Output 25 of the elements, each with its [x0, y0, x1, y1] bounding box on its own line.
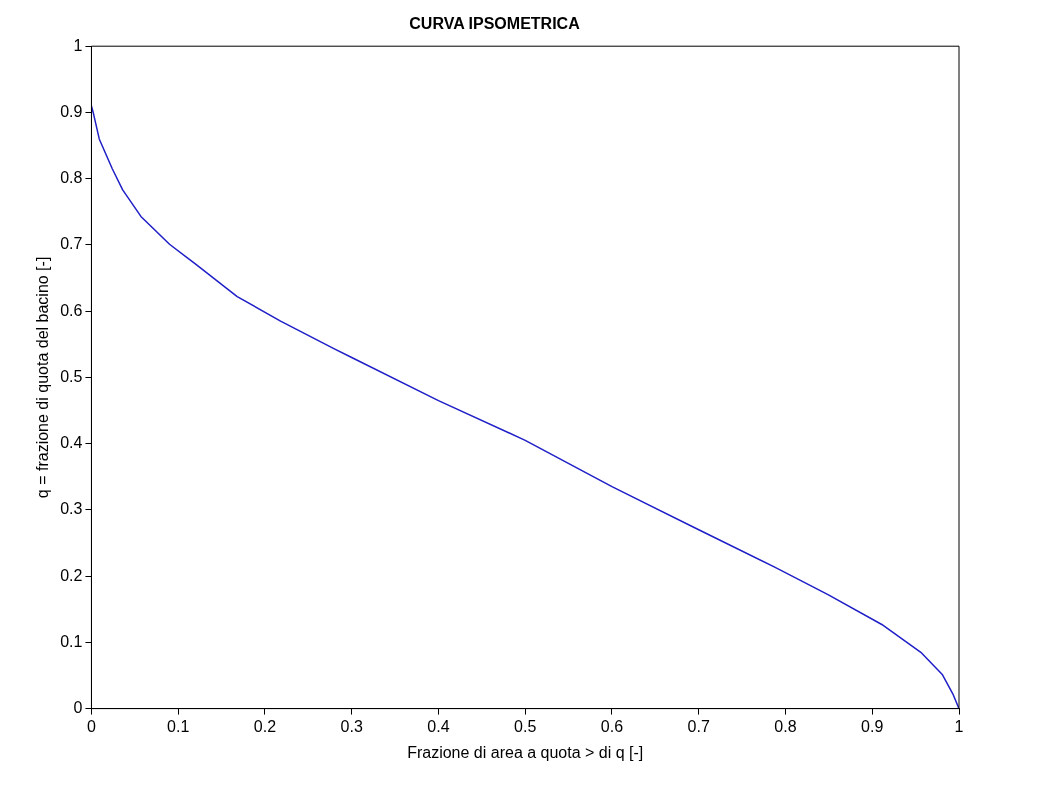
- x-tick-label: 0.4: [427, 717, 450, 735]
- x-tick-label: 0.1: [167, 717, 190, 735]
- x-tick-label: 1: [954, 717, 964, 735]
- x-tick-label: 0.5: [514, 717, 537, 735]
- y-tick-label: 0.5: [60, 367, 83, 385]
- x-tick-label: 0.2: [253, 717, 277, 735]
- y-tick-label: 0.7: [60, 235, 83, 253]
- y-tick-label: 0.2: [60, 566, 83, 584]
- x-tick-label: 0.7: [687, 717, 710, 735]
- y-tick-label: 0: [73, 699, 83, 717]
- x-tick-label: 0: [86, 717, 96, 735]
- x-axis-title: Frazione di area a quota > di q [-]: [407, 743, 644, 761]
- x-tick-label: 0.6: [600, 717, 624, 735]
- y-tick-label: 0.1: [60, 632, 83, 650]
- y-tick-label: 0.6: [60, 301, 83, 319]
- y-tick-label: 0.3: [60, 500, 83, 518]
- x-tick-label: 0.3: [340, 717, 363, 735]
- x-tick-label: 0.9: [861, 717, 884, 735]
- x-tick-label: 0.8: [774, 717, 797, 735]
- y-tick-label: 0.9: [60, 102, 83, 120]
- y-tick-label: 0.8: [60, 169, 83, 187]
- y-axis-title: q = frazione di quota del bacino [-]: [34, 256, 52, 499]
- y-tick-label: 1: [73, 36, 83, 54]
- y-tick-label: 0.4: [60, 434, 83, 452]
- chart-title: CURVA IPSOMETRICA: [409, 15, 581, 33]
